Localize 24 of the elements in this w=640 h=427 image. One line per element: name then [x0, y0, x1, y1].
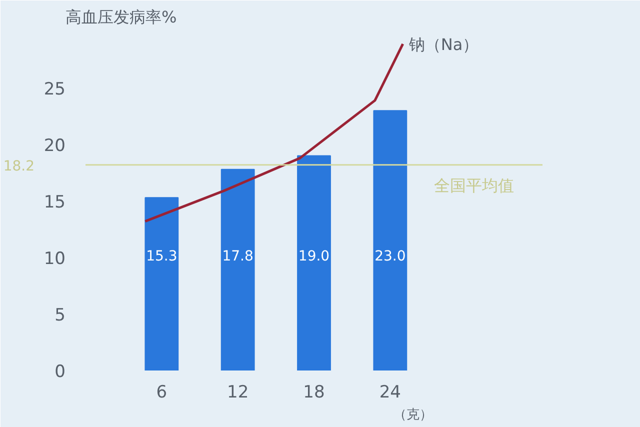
- data-label: 23.0: [374, 248, 406, 265]
- y-tick-label: 20: [44, 136, 66, 156]
- x-axis-title: （克）: [394, 408, 432, 422]
- bar: [144, 197, 179, 370]
- series-label: 钠（Na）: [408, 34, 479, 54]
- y-tick-label: 15: [44, 192, 66, 212]
- data-label: 17.8: [222, 248, 254, 265]
- y-tick-label: 25: [44, 80, 66, 100]
- y-axis-title: 高血压发病率%: [66, 8, 177, 26]
- data-label: 15.3: [146, 248, 178, 265]
- x-tick-label: 24: [379, 382, 401, 402]
- y-tick-label: 5: [54, 306, 66, 326]
- ref-line-label: 全国平均值: [434, 176, 514, 195]
- x-tick-label: 18: [303, 382, 325, 402]
- text: 18.2: [3, 158, 34, 174]
- x-tick-label: 6: [156, 382, 168, 402]
- bar: [220, 168, 255, 370]
- bar: [297, 155, 331, 370]
- y-tick-label: 10: [44, 249, 66, 269]
- y-tick-label: 0: [54, 362, 66, 382]
- bar: [373, 110, 408, 370]
- data-label: 19.0: [298, 248, 330, 265]
- x-tick-label: 12: [227, 382, 249, 402]
- line-series: [144, 42, 404, 223]
